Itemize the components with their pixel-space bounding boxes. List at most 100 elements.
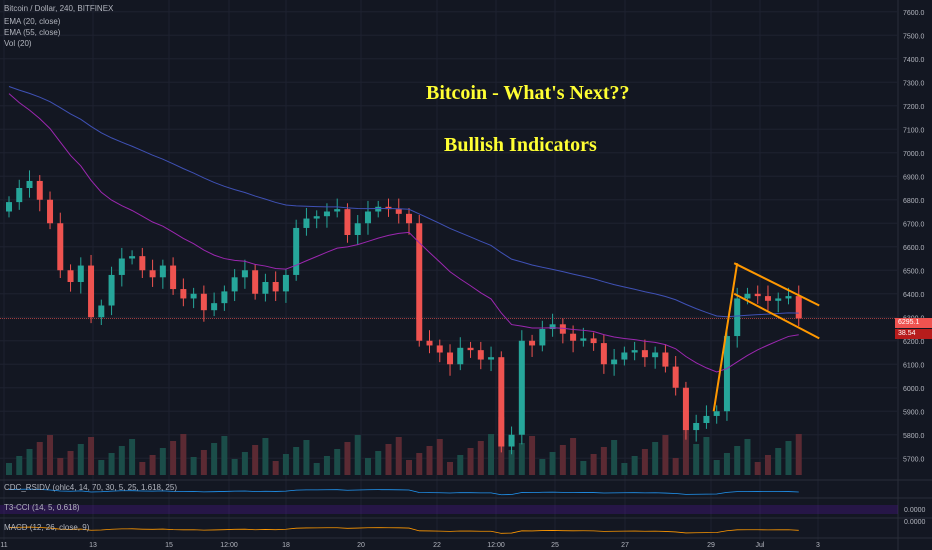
volume-bar <box>282 454 289 475</box>
candle-body <box>631 350 638 353</box>
candle-body <box>621 352 628 360</box>
ema20-legend: EMA (20, close) <box>4 17 61 26</box>
macd-line <box>8 526 799 534</box>
volume-bar <box>67 451 74 475</box>
candle-body <box>26 180 33 188</box>
volume-bar <box>703 437 710 475</box>
volume-bar <box>416 453 423 475</box>
volume-bar <box>47 435 54 475</box>
candle-body <box>252 270 259 294</box>
candle-body <box>570 333 577 341</box>
annotation-title: Bitcoin - What's Next?? <box>426 82 630 104</box>
volume-bar <box>211 443 218 475</box>
candle-body <box>6 202 12 212</box>
candle-body <box>354 223 361 235</box>
volume-bar <box>395 437 402 475</box>
volume-bar <box>457 455 464 475</box>
volume-bar <box>508 450 515 475</box>
candle-body <box>211 303 218 311</box>
moving-averages <box>8 86 799 373</box>
volume-bar <box>734 446 741 475</box>
volume-bar <box>785 441 792 475</box>
volume-bar <box>775 448 782 475</box>
x-tick-label: Jul <box>756 542 765 549</box>
ema55-line <box>8 86 799 318</box>
candle-body <box>385 206 392 210</box>
ema20-line <box>8 93 799 373</box>
candle-body <box>334 209 341 212</box>
volume-bar <box>529 436 536 475</box>
volume-bar <box>149 455 156 475</box>
candle-body <box>344 209 351 235</box>
y-tick-label: 7500.0 <box>903 33 925 40</box>
volume-bar <box>426 446 433 475</box>
candle-body <box>36 180 43 200</box>
candle-body <box>395 209 402 214</box>
candle-body <box>77 265 84 282</box>
candles <box>6 170 802 455</box>
candle-body <box>795 296 802 319</box>
candle-body <box>149 270 156 278</box>
candle-body <box>641 350 648 358</box>
candle-body <box>518 340 525 435</box>
volume-bar <box>313 463 320 475</box>
volume-bar <box>364 458 371 475</box>
y-tick-label: 6400.0 <box>903 292 925 299</box>
candle-body <box>323 211 330 217</box>
candle-body <box>467 347 474 351</box>
volume-bar <box>252 445 259 475</box>
macd-value: 0.0000 <box>904 519 926 526</box>
volume-bar <box>641 449 648 475</box>
candle-body <box>498 357 505 447</box>
volume-bar <box>652 442 659 475</box>
volume-bar <box>221 436 228 475</box>
candle-body <box>170 265 177 290</box>
candle-body <box>611 359 618 365</box>
x-tick-label: 11 <box>0 542 7 549</box>
candle-body <box>272 282 279 292</box>
cci-band <box>0 505 898 514</box>
pennant-bottom-line <box>733 292 820 340</box>
volume-bar <box>334 449 341 475</box>
y-tick-label: 6100.0 <box>903 362 925 369</box>
candle-body <box>313 216 320 219</box>
volume-legend: Vol (20) <box>4 39 32 48</box>
volume-bar <box>190 457 197 475</box>
volume-bar <box>170 441 177 475</box>
y-tick-label: 6500.0 <box>903 268 925 275</box>
volume-bar <box>723 453 730 475</box>
candle-body <box>426 340 433 346</box>
volume-bar <box>713 460 720 475</box>
candle-body <box>293 227 300 275</box>
candle-body <box>477 350 484 360</box>
pennant-top-line <box>733 262 820 307</box>
candle-body <box>682 387 689 431</box>
volume-bar <box>180 434 187 475</box>
volume-bar <box>682 411 689 475</box>
volume-bar <box>600 447 607 475</box>
volume-bar <box>159 448 166 475</box>
y-tick-label: 7300.0 <box>903 80 925 87</box>
candle-body <box>231 277 238 292</box>
y-tick-label: 7600.0 <box>903 10 925 17</box>
y-tick-label: 6600.0 <box>903 245 925 252</box>
volume-bar <box>621 463 628 475</box>
y-tick-label: 6800.0 <box>903 198 925 205</box>
y-tick-label: 6200.0 <box>903 339 925 346</box>
candle-body <box>88 265 95 318</box>
candle-body <box>282 274 289 292</box>
candle-body <box>785 296 792 299</box>
price-axis: 5700.05800.05900.06000.06100.06200.06300… <box>903 10 925 464</box>
pennant-pattern <box>712 262 820 412</box>
volume-bar <box>693 444 700 475</box>
candle-body <box>713 411 720 416</box>
x-tick-label: 13 <box>89 542 97 549</box>
x-tick-label: 3 <box>816 542 820 549</box>
volume-bar <box>477 441 484 475</box>
x-tick-label: 12:00 <box>487 542 505 549</box>
candle-body <box>693 423 700 431</box>
cci-value: 0.0000 <box>904 507 926 514</box>
volume-bar <box>795 434 802 475</box>
y-tick-label: 6000.0 <box>903 386 925 393</box>
